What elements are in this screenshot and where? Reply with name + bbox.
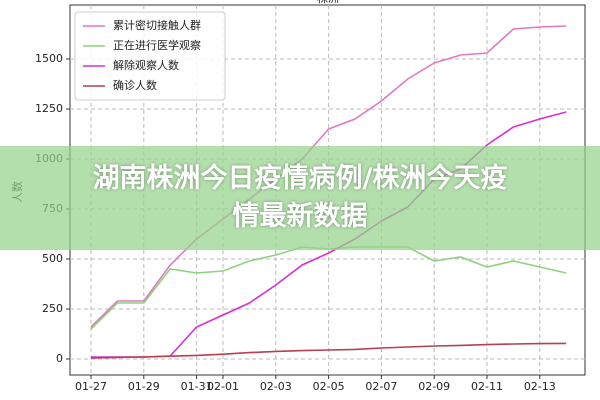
x-tick-label: 01-29	[128, 380, 160, 393]
legend-label: 确诊人数	[113, 78, 157, 92]
legend-label: 解除观察人数	[113, 58, 179, 72]
legend-label: 正在进行医学观察	[113, 38, 201, 52]
series-line	[90, 342, 567, 359]
chart-title: 株洲	[317, 0, 339, 5]
x-tick-label: 02-07	[365, 380, 397, 393]
y-tick-label: 0	[56, 352, 63, 365]
x-tick-label: 02-13	[524, 380, 556, 393]
legend-label: 累计密切接触人群	[113, 18, 201, 32]
x-tick-label: 01-31	[181, 380, 213, 393]
series-line	[90, 25, 567, 328]
x-tick-label: 02-11	[471, 380, 503, 393]
x-tick-label: 02-05	[313, 380, 345, 393]
y-tick-label: 250	[42, 302, 63, 315]
x-tick-label: 02-09	[418, 380, 450, 393]
y-tick-label: 1250	[35, 102, 63, 115]
banner-text: 湖南株洲今日疫情病例/株洲今天疫情最新数据	[92, 163, 508, 232]
y-tick-label: 500	[42, 252, 63, 265]
x-tick-label: 01-27	[75, 380, 107, 393]
banner: 湖南株洲今日疫情病例/株洲今天疫情最新数据	[0, 146, 600, 250]
legend-box	[74, 11, 226, 101]
x-tick-label: 02-01	[207, 380, 239, 393]
x-tick-label: 02-03	[260, 380, 292, 393]
y-tick-label: 1500	[35, 52, 63, 65]
